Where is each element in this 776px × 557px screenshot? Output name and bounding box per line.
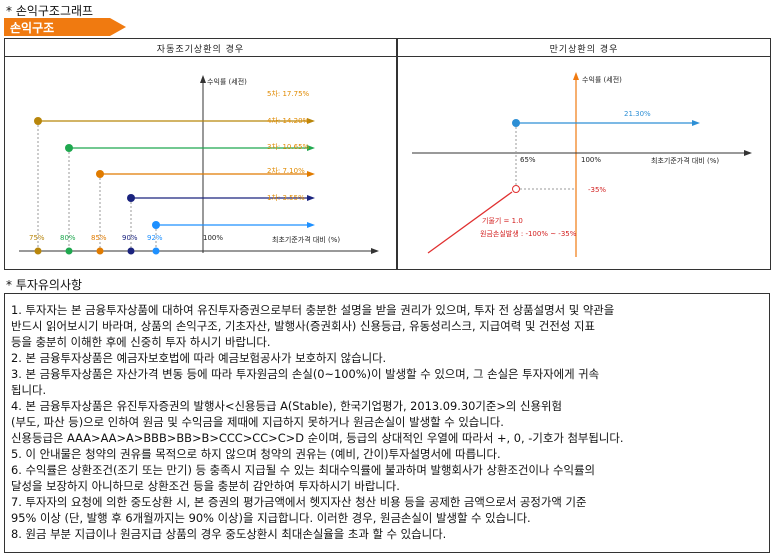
- tab-shape: [4, 18, 126, 36]
- x-axis-label: 최초기준가격 대비 (%): [651, 157, 720, 165]
- level-4-label: 4차: 14.20%: [267, 117, 310, 125]
- x-axis-label: 최초기준가격 대비 (%): [272, 236, 341, 244]
- tab-label: 손익구조: [10, 21, 55, 35]
- x-tick-65: 65%: [520, 156, 536, 164]
- slope-label: 기울기 = 1.0: [482, 217, 523, 225]
- section-header: * 손익구조그래프: [6, 4, 94, 18]
- level-1-line: [152, 221, 315, 229]
- y-axis-arrow: [573, 72, 579, 80]
- x-tick-75: 75%: [29, 234, 45, 242]
- x-tick-92: 92%: [147, 234, 163, 242]
- x-tick-80: 80%: [60, 234, 76, 242]
- note-line: (부도, 파산 등)으로 인하여 원금 및 수익금을 제때에 지급하지 못하거나…: [11, 415, 504, 429]
- level-3-line: [96, 170, 315, 178]
- level-3-label: 3차: 10.65%: [267, 143, 310, 151]
- panel-title: 만기상환의 경우: [549, 45, 619, 55]
- note-line: 1. 투자자는 본 금융투자상품에 대하여 유진투자증권으로부터 충분한 설명을…: [11, 303, 615, 317]
- note-line: 등을 충분히 이해한 후에 신중히 투자 하시기 바랍니다.: [11, 335, 271, 349]
- note-line: 2. 본 금융투자상품은 예금자보호법에 따라 예금보험공사가 보호하지 않습니…: [11, 351, 387, 365]
- y-axis-label: 수익률 (세전): [207, 78, 247, 86]
- level-5-label: 5차: 17.75%: [267, 90, 310, 98]
- panel-title: 자동조기상환의 경우: [156, 45, 245, 55]
- note-line: 95% 이상 (단, 발행 후 6개월까지는 90% 이상)을 지급합니다. 이…: [11, 511, 531, 525]
- notes-header: * 투자유의사항: [6, 278, 83, 292]
- level-2-line: [127, 194, 315, 202]
- note-line: 3. 본 금융투자상품은 자산가격 변동 등에 따라 투자원금의 손실(0~10…: [11, 367, 600, 381]
- note-line: 신용등급은 AAA>AA>A>BBB>BB>B>CCC>CC>C>D 순이며, …: [11, 431, 624, 445]
- note-line: 8. 원금 부분 지급이나 원금지급 상품의 경우 중도상환시 최대손실율을 초…: [11, 527, 447, 541]
- loss-range-label: 원금손실발생 : -100% ~ -35%: [480, 230, 577, 238]
- auto-early-redemption-panel: 자동조기상환의 경우: [4, 38, 397, 270]
- level-5-line: [34, 117, 315, 125]
- note-line: 4. 본 금융투자상품은 유진투자증권의 발행사<신용등급 A(Stable),…: [11, 399, 562, 413]
- note-line: 됩니다.: [11, 383, 47, 397]
- notes-box: 1. 투자자는 본 금융투자상품에 대하여 유진투자증권으로부터 충분한 설명을…: [4, 293, 770, 553]
- gain-label: 21.30%: [624, 110, 651, 118]
- x-axis-arrow: [744, 150, 752, 156]
- level-4-line: [65, 144, 315, 152]
- x-tick-100: 100%: [203, 234, 224, 242]
- y-axis-arrow: [200, 75, 206, 83]
- loss-line: [427, 191, 513, 254]
- y-axis-label: 수익률 (세전): [582, 76, 622, 84]
- note-line: 6. 수익률은 상환조건(조기 또는 만기) 등 충족시 지급될 수 있는 최대…: [11, 463, 595, 477]
- note-line: 달성을 보장하지 아니하므로 상환조건 등을 충분히 감안하여 투자하시기 바랍…: [11, 479, 400, 493]
- note-line: 5. 이 안내물은 청약의 권유를 목적으로 하지 않으며 청약의 권유는 (예…: [11, 447, 501, 461]
- note-line: 반드시 읽어보시기 바라며, 상품의 손익구조, 기초자산, 발행사(증권회사)…: [11, 319, 595, 333]
- early-redemption-chart: [19, 75, 379, 255]
- x-tick-90: 90%: [122, 234, 138, 242]
- level-2-label: 2차: 7.10%: [267, 167, 305, 175]
- maturity-chart: [412, 72, 752, 257]
- x-tick-100: 100%: [581, 156, 602, 164]
- level-1-label: 1차: 3.55%: [267, 194, 305, 202]
- maturity-redemption-panel: 만기상환의 경우 수익률 (세전) 21.30% 65% 100% 최초기준가격…: [397, 38, 771, 270]
- x-axis-arrow: [371, 248, 379, 254]
- loss-label: -35%: [588, 186, 607, 194]
- note-line: 7. 투자자의 요청에 의한 중도상환 시, 본 증권의 평가금액에서 헷지자산…: [11, 495, 587, 509]
- x-tick-85: 85%: [91, 234, 107, 242]
